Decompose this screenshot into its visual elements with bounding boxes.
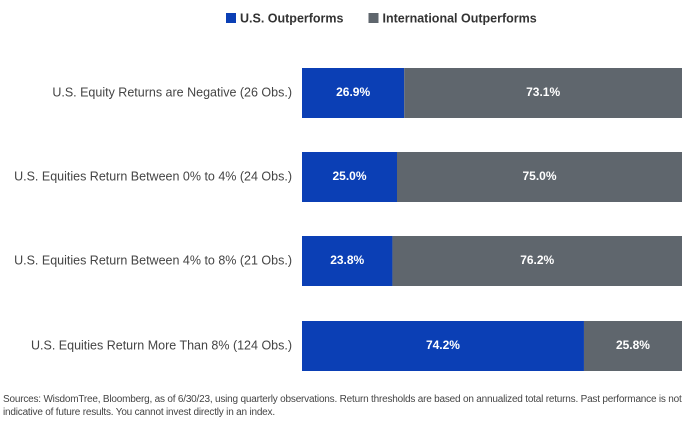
bar-segment [302,321,584,371]
source-note: Sources: WisdomTree, Bloomberg, as of 6/… [3,394,682,418]
bar-segment [302,152,397,202]
legend-swatch [226,13,236,23]
category-label: U.S. Equities Return Between 4% to 8% (2… [14,253,292,267]
category-label: U.S. Equity Returns are Negative (26 Obs… [52,85,292,99]
bar-segment [404,68,682,118]
bar-segment [583,321,682,371]
data-label: 25.8% [616,338,650,352]
bar-segment [302,68,405,118]
legend-label: U.S. Outperforms [240,11,344,25]
category-label: U.S. Equities Return Between 0% to 4% (2… [14,169,292,183]
bar-segment [397,152,682,202]
category-label: U.S. Equities Return More Than 8% (124 O… [31,338,292,352]
legend-swatch [368,13,379,23]
legend-label: International Outperforms [383,11,537,25]
data-label: 25.0% [332,169,366,183]
data-label: 75.0% [522,169,556,183]
data-label: 76.2% [520,253,554,267]
bar-segment [302,236,393,286]
data-label: 26.9% [336,85,370,99]
bar-segment [392,236,682,286]
data-label: 74.2% [426,338,460,352]
data-label: 73.1% [526,85,560,99]
data-label: 23.8% [330,253,364,267]
